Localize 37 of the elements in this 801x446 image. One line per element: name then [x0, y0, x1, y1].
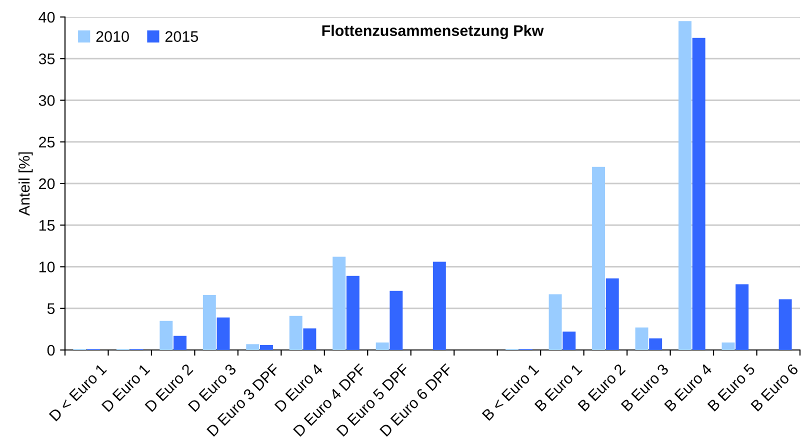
y-tick-label: 20: [39, 178, 55, 190]
y-tick-label: 10: [39, 262, 55, 272]
bar: [202, 295, 216, 350]
bar: [376, 342, 389, 350]
bar: [678, 21, 692, 350]
bar: [635, 328, 648, 350]
bar: [722, 342, 735, 350]
bar: [778, 299, 792, 350]
bar: [432, 262, 446, 350]
bar: [592, 166, 606, 350]
legend-label: 2010: [96, 31, 129, 42]
y-tick-label: 25: [39, 136, 55, 148]
bar: [606, 278, 619, 350]
y-tick-label: 30: [38, 95, 55, 106]
y-tick-label: 15: [39, 220, 55, 231]
y-axis-title: Anteil [%]: [18, 152, 33, 216]
legend-label: 2015: [165, 31, 198, 42]
bar: [390, 290, 403, 350]
bar: [174, 336, 186, 350]
bar: [216, 318, 230, 350]
bar: [736, 284, 749, 350]
bar: [246, 344, 260, 350]
bar: [346, 276, 360, 350]
bar: [303, 328, 316, 350]
chart-title: Flottenzusammensetzung Pkw: [322, 24, 544, 40]
bar: [548, 294, 562, 350]
bar: [692, 38, 706, 350]
bar: [289, 316, 302, 350]
bar: [160, 320, 173, 350]
bar: [562, 332, 576, 350]
y-tick-label: 35: [38, 53, 55, 64]
bar: [649, 338, 662, 350]
bar: [332, 256, 346, 350]
y-tick-label: 40: [38, 12, 55, 23]
bar: [260, 345, 273, 350]
y-tick-label: 0: [47, 344, 55, 356]
y-tick-label: 5: [47, 303, 55, 314]
